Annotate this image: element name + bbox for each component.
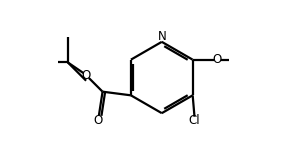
Text: N: N (157, 30, 166, 43)
Text: O: O (93, 113, 103, 126)
Text: O: O (82, 69, 91, 82)
Text: O: O (213, 53, 222, 66)
Text: Cl: Cl (189, 113, 200, 126)
